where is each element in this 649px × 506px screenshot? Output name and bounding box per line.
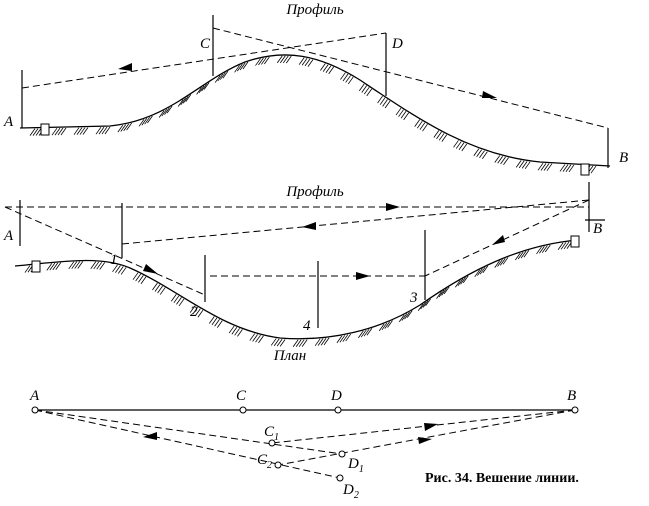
label: A bbox=[3, 114, 14, 130]
label: D1 bbox=[347, 456, 364, 475]
letter: C bbox=[257, 452, 268, 468]
label: B bbox=[619, 150, 628, 166]
hatching bbox=[29, 55, 597, 174]
label: 2 bbox=[190, 304, 198, 320]
arrow bbox=[482, 91, 497, 98]
label: A bbox=[3, 228, 14, 244]
arrow bbox=[143, 264, 158, 274]
sight-line bbox=[271, 409, 576, 444]
sight-line bbox=[212, 27, 609, 129]
instrument bbox=[31, 260, 41, 273]
sight-line bbox=[34, 409, 343, 455]
instrument bbox=[570, 235, 580, 248]
arrow bbox=[143, 432, 157, 440]
label: B bbox=[593, 221, 602, 237]
label: D2 bbox=[342, 482, 359, 501]
title: Профиль bbox=[285, 184, 344, 200]
label: 4 bbox=[303, 318, 311, 334]
index: 2 bbox=[354, 490, 359, 501]
letter: C bbox=[264, 424, 275, 440]
arrow bbox=[386, 203, 400, 211]
sight-line bbox=[277, 409, 576, 466]
hatching bbox=[24, 241, 573, 347]
label: C2 bbox=[257, 452, 272, 471]
profile-bottom: Профиль A B 1 2 3 4 bbox=[3, 182, 605, 340]
letter: D bbox=[342, 482, 354, 498]
label: D bbox=[330, 388, 342, 404]
title: Профиль bbox=[285, 2, 344, 18]
sight-line bbox=[4, 206, 206, 296]
label: B bbox=[567, 388, 576, 404]
title: План bbox=[273, 348, 307, 364]
sight-line bbox=[121, 199, 590, 245]
instrument bbox=[580, 163, 590, 176]
arrow bbox=[492, 235, 505, 245]
ground bbox=[14, 239, 579, 340]
points bbox=[31, 406, 579, 482]
label: C bbox=[236, 388, 247, 404]
sight-line bbox=[424, 199, 590, 277]
ground bbox=[19, 54, 611, 167]
instrument bbox=[40, 123, 50, 136]
sight-line bbox=[21, 32, 387, 89]
arrow bbox=[118, 63, 132, 71]
arrow bbox=[424, 423, 438, 431]
arrow bbox=[356, 272, 370, 280]
label: C1 bbox=[264, 424, 279, 443]
caption: Рис. 34. Вешение линии. bbox=[425, 471, 579, 486]
arrow bbox=[302, 222, 316, 230]
label: A bbox=[29, 388, 40, 404]
plan: План A C D B C1 D1 C2 D2 bbox=[29, 348, 579, 501]
index: 1 bbox=[359, 464, 364, 475]
sight-line bbox=[34, 409, 341, 479]
index: 2 bbox=[267, 460, 272, 471]
label: D bbox=[391, 36, 403, 52]
profile-top: Профиль C D A B bbox=[3, 2, 628, 176]
letter: D bbox=[347, 456, 359, 472]
label: 3 bbox=[409, 290, 418, 306]
arrow bbox=[418, 437, 432, 444]
index: 1 bbox=[274, 432, 279, 443]
label: C bbox=[200, 36, 211, 52]
label: 1 bbox=[110, 252, 118, 268]
